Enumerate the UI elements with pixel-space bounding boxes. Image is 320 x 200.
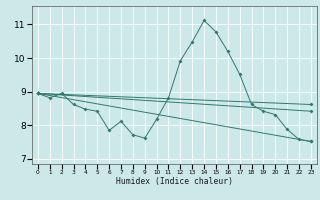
X-axis label: Humidex (Indice chaleur): Humidex (Indice chaleur)	[116, 177, 233, 186]
